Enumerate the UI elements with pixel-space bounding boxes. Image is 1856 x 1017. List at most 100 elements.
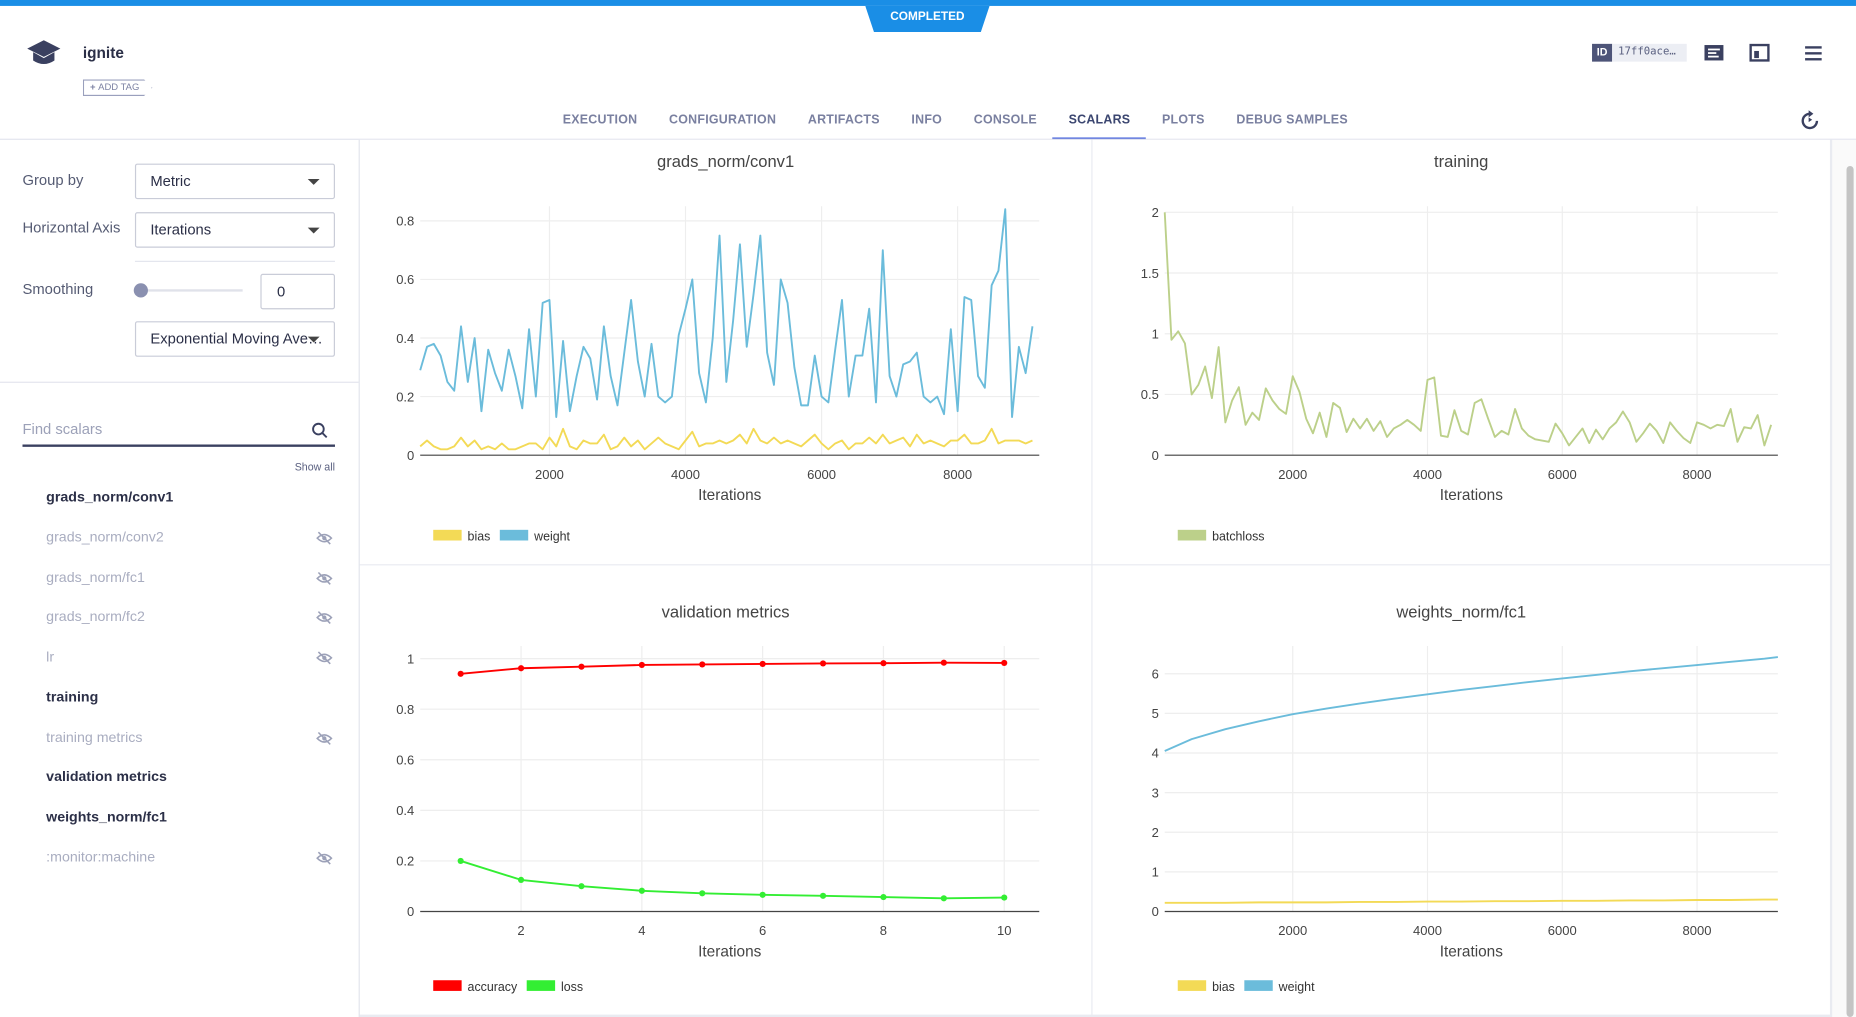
slash <box>317 731 331 745</box>
legend-swatch <box>499 529 529 541</box>
point <box>940 895 947 902</box>
header-icons[interactable] <box>1702 43 1825 64</box>
hidden-icon[interactable] <box>316 651 333 665</box>
tab[interactable]: INFO <box>911 112 943 127</box>
tab[interactable]: CONFIGURATION <box>669 112 777 127</box>
series-line <box>460 860 1005 900</box>
x-tick-label: 4000 <box>1413 467 1442 482</box>
search-icon <box>312 422 328 439</box>
id-label: ID <box>1592 43 1613 62</box>
tab-bar: EXECUTION CONFIGURATION ARTIFACTS INFO CONSO… <box>547 104 1364 140</box>
point <box>1001 894 1008 901</box>
chart-title: training <box>1434 152 1488 171</box>
metric-name[interactable]: training <box>46 688 99 705</box>
y-tick-label: 0.8 <box>396 702 414 717</box>
series-line <box>1163 212 1773 447</box>
metric-name[interactable]: grads_norm/fc1 <box>46 568 145 585</box>
y-tick-label: 0.2 <box>396 389 414 404</box>
y-tick-label: 6 <box>1152 666 1159 681</box>
legend-label: accuracy <box>468 980 518 994</box>
slash <box>317 611 331 625</box>
point <box>880 660 887 667</box>
point <box>759 660 766 668</box>
id-value[interactable]: 17ff0ace… <box>1612 43 1687 62</box>
legend-swatch <box>526 980 556 991</box>
metric-name[interactable]: grads_norm/conv2 <box>46 528 164 545</box>
smoothing-label: Smoothing <box>22 280 94 298</box>
status-badge: COMPLETED <box>865 5 990 33</box>
chart-title: grads_norm/conv1 <box>657 152 794 171</box>
tab[interactable]: EXECUTION <box>562 112 638 127</box>
x-axis-label: Iterations <box>698 944 762 961</box>
group-by-label: Group by <box>22 171 84 189</box>
experiment-title: ignite <box>82 43 124 62</box>
point <box>1001 659 1008 667</box>
tab[interactable]: ARTIFACTS <box>807 112 880 127</box>
group-by-select[interactable]: Metric <box>134 163 335 200</box>
chart: validation metrics 0 0.2 0.4 0.6 0.8 1 2 4 6 8 10 It… <box>359 565 1092 1015</box>
tab[interactable]: PLOTS <box>1162 112 1205 127</box>
hidden-icon[interactable] <box>316 731 333 745</box>
series-line <box>1164 656 1778 752</box>
x-tick-label: 8 <box>880 923 887 938</box>
y-tick-label: 5 <box>1152 706 1159 721</box>
metric-name[interactable]: lr <box>46 648 55 665</box>
x-tick-label: 8000 <box>943 467 972 482</box>
x-tick-label: 6000 <box>807 467 836 482</box>
hidden-icon[interactable] <box>316 571 333 585</box>
add-tag[interactable]: + ADD TAG <box>82 79 153 97</box>
smoothing-input[interactable]: 0 <box>260 273 335 310</box>
chart: grads_norm/conv1 0 0.2 0.4 0.6 0.8 2000 4000 600… <box>359 139 1092 565</box>
point <box>699 661 706 668</box>
add-tag-label: ADD TAG <box>98 81 140 93</box>
x-tick-label: 4 <box>638 923 645 938</box>
metric-name[interactable]: grads_norm/fc2 <box>46 608 145 625</box>
tab[interactable]: SCALARS <box>1052 104 1147 140</box>
metric-name[interactable]: validation metrics <box>46 768 167 785</box>
legend-swatch <box>1177 529 1207 541</box>
x-tick-label: 2000 <box>1278 467 1307 482</box>
show-all[interactable]: Show all <box>294 461 335 473</box>
metric-name[interactable]: training metrics <box>46 728 143 745</box>
x-tick-label: 6000 <box>1548 467 1577 482</box>
hidden-icon[interactable] <box>316 531 333 545</box>
smoothing-slider[interactable] <box>130 280 248 301</box>
legend-label: loss <box>561 980 583 994</box>
slash <box>317 851 331 865</box>
sidebar-border <box>358 139 360 1017</box>
search-underline <box>22 444 335 447</box>
point <box>578 883 585 890</box>
point <box>517 665 525 672</box>
y-tick-label: 1.5 <box>1141 266 1159 281</box>
tab[interactable]: CONSOLE <box>973 112 1037 127</box>
point <box>638 887 645 894</box>
legend-swatch <box>1177 980 1207 991</box>
legend-swatch <box>433 980 462 991</box>
metric-name[interactable]: weights_norm/fc1 <box>46 808 167 825</box>
slash <box>317 531 331 545</box>
horizontal-axis-select[interactable]: Iterations <box>134 212 335 248</box>
chart-title: validation metrics <box>662 603 790 622</box>
chart-title: weights_norm/fc1 <box>1395 603 1526 622</box>
point <box>578 663 585 670</box>
refresh-icon[interactable] <box>1798 109 1822 133</box>
series-line <box>419 427 1033 451</box>
series-line <box>460 661 1005 675</box>
x-tick-label: 6000 <box>1548 923 1577 938</box>
smoothing-method-select[interactable]: Exponential Moving Ave… <box>134 321 335 357</box>
y-tick-label: 0.2 <box>396 854 414 869</box>
metric-name[interactable]: grads_norm/conv1 <box>46 488 174 505</box>
header-border <box>0 138 1856 140</box>
y-tick-label: 2 <box>1152 205 1159 220</box>
hidden-icon[interactable] <box>316 851 333 865</box>
hidden-icon[interactable] <box>316 611 333 625</box>
tab[interactable]: DEBUG SAMPLES <box>1236 112 1348 127</box>
metric-name[interactable]: :monitor:machine <box>46 848 156 865</box>
search-placeholder[interactable]: Find scalars <box>22 420 103 438</box>
x-axis-label: Iterations <box>1440 944 1504 961</box>
point <box>819 660 827 667</box>
point <box>880 894 887 901</box>
legend-label: weight <box>1278 980 1315 994</box>
scrollbar-thumb[interactable] <box>1846 165 1854 1017</box>
legend-label: bias <box>468 529 491 543</box>
